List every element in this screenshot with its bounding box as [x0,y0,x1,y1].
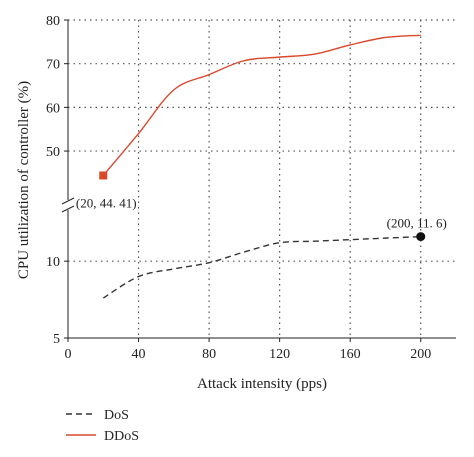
x-tick-label-40: 40 [132,347,146,362]
y-tick-label-50: 50 [46,145,60,160]
x-tick-label-160: 160 [340,347,361,362]
legend: DoS DDoS [66,408,139,444]
annotation-label-dos: (200, 11. 6) [387,216,447,231]
y-tick-label-80: 80 [46,14,60,29]
annotation-label-ddos: (20, 44. 41) [76,195,137,210]
axis-break-mark-1 [61,197,75,205]
grid [68,19,456,338]
x-tick-label-200: 200 [410,347,431,362]
y-tick-label-5: 5 [53,332,60,347]
legend-label-dos: DoS [104,408,129,423]
y-tick-label-10: 10 [46,255,60,270]
ticks: 0 40 80 120 160 200 5 10 50 60 70 80 [46,14,431,362]
series-line-ddos [102,34,421,176]
series [102,34,421,299]
series-line-dos [102,235,421,299]
marker-ddos [99,171,108,180]
x-axis-title: Attack intensity (pps) [197,376,327,392]
x-tick-label-120: 120 [269,347,290,362]
annotations: (20, 44. 41) (200, 11. 6) [76,171,447,242]
legend-label-ddos: DDoS [104,429,139,444]
axes [61,20,456,339]
marker-dos [416,232,426,242]
x-tick-label-80: 80 [202,347,216,362]
x-tick-label-0: 0 [65,347,72,362]
y-tick-label-70: 70 [46,58,60,73]
axis-break-mark-2 [61,205,75,213]
y-tick-label-60: 60 [46,101,60,116]
y-axis-title: CPU utilization of controller (%) [16,81,32,279]
